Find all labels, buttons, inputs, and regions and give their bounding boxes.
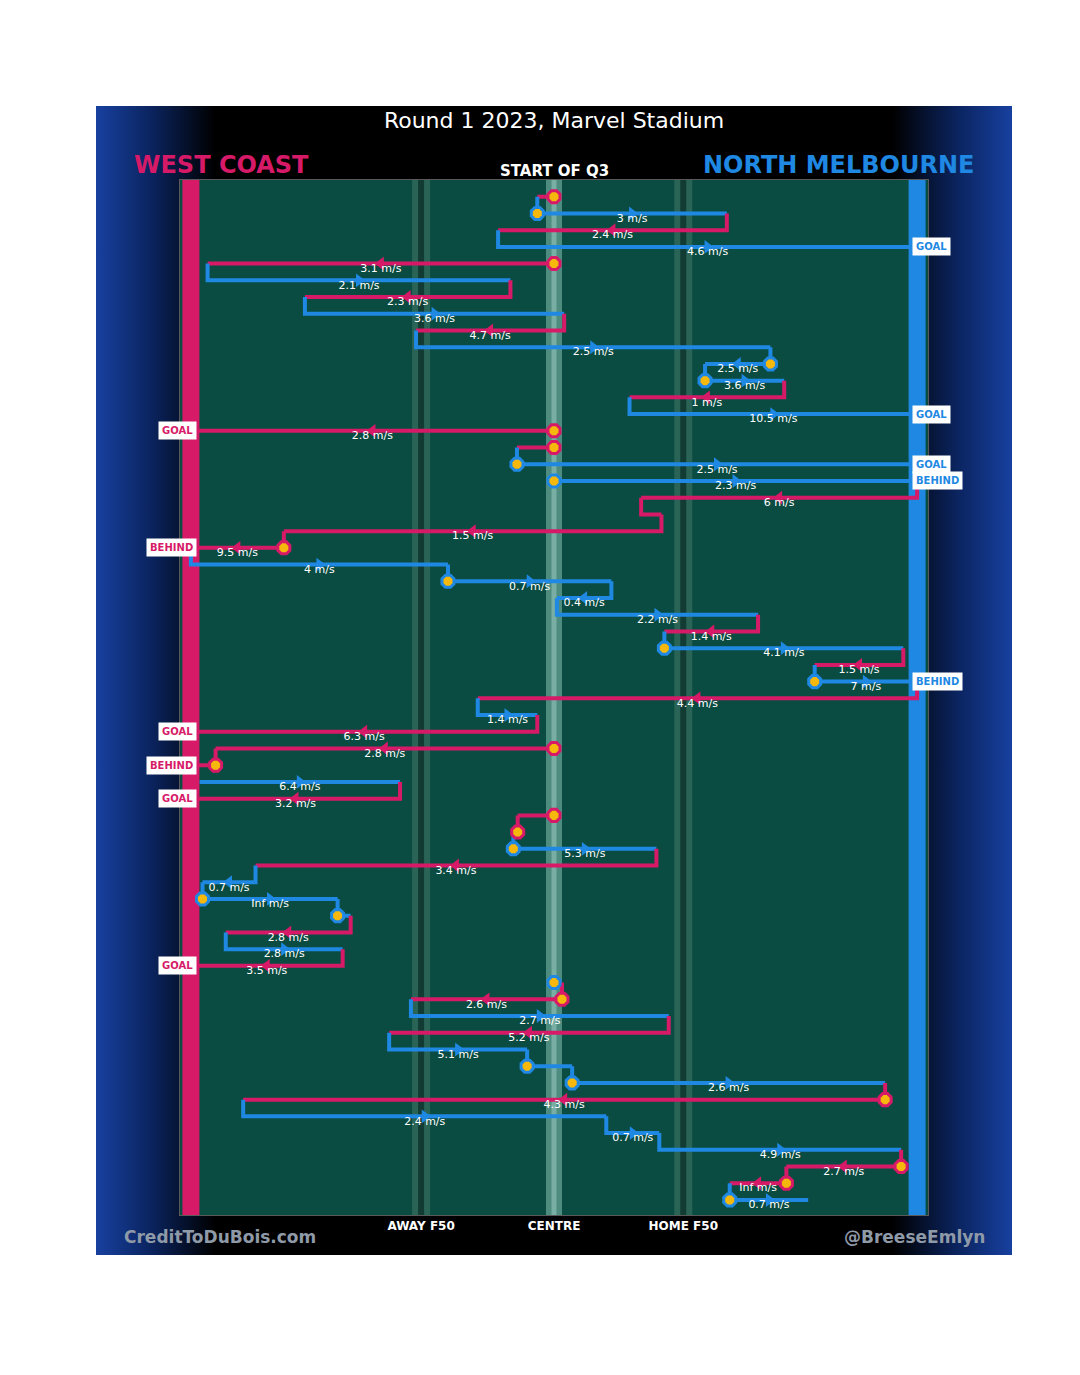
svg-text:2.6 m/s: 2.6 m/s bbox=[466, 998, 507, 1011]
svg-text:Round 1 2023, Marvel Stadium: Round 1 2023, Marvel Stadium bbox=[384, 108, 724, 133]
svg-text:2.4 m/s: 2.4 m/s bbox=[592, 228, 633, 241]
svg-text:4 m/s: 4 m/s bbox=[304, 563, 335, 576]
svg-text:4.6 m/s: 4.6 m/s bbox=[687, 245, 728, 258]
svg-text:6 m/s: 6 m/s bbox=[764, 496, 795, 509]
svg-text:3.6 m/s: 3.6 m/s bbox=[724, 379, 765, 392]
svg-text:2.3 m/s: 2.3 m/s bbox=[715, 479, 756, 492]
svg-text:1.4 m/s: 1.4 m/s bbox=[487, 713, 528, 726]
svg-text:AWAY F50: AWAY F50 bbox=[387, 1219, 454, 1233]
svg-text:CENTRE: CENTRE bbox=[528, 1219, 581, 1233]
svg-text:5.1 m/s: 5.1 m/s bbox=[438, 1048, 479, 1061]
svg-text:CreditToDuBois.com: CreditToDuBois.com bbox=[124, 1227, 316, 1247]
svg-text:2.5 m/s: 2.5 m/s bbox=[717, 362, 758, 375]
svg-text:2.7 m/s: 2.7 m/s bbox=[519, 1014, 560, 1027]
svg-text:Inf m/s: Inf m/s bbox=[739, 1181, 777, 1194]
svg-text:BEHIND: BEHIND bbox=[150, 760, 193, 771]
svg-text:0.7 m/s: 0.7 m/s bbox=[612, 1131, 653, 1144]
svg-text:2.5 m/s: 2.5 m/s bbox=[696, 463, 737, 476]
svg-text:5.3 m/s: 5.3 m/s bbox=[564, 847, 605, 860]
svg-text:0.7 m/s: 0.7 m/s bbox=[509, 580, 550, 593]
svg-text:1.4 m/s: 1.4 m/s bbox=[691, 630, 732, 643]
svg-text:GOAL: GOAL bbox=[162, 425, 193, 436]
svg-text:2.6 m/s: 2.6 m/s bbox=[708, 1081, 749, 1094]
svg-text:GOAL: GOAL bbox=[916, 409, 947, 420]
svg-text:4.9 m/s: 4.9 m/s bbox=[760, 1148, 801, 1161]
svg-text:0.7 m/s: 0.7 m/s bbox=[208, 881, 249, 894]
svg-text:@BreeseEmlyn: @BreeseEmlyn bbox=[844, 1227, 985, 1247]
svg-text:1.5 m/s: 1.5 m/s bbox=[452, 529, 493, 542]
svg-text:HOME F50: HOME F50 bbox=[649, 1219, 718, 1233]
svg-text:9.5 m/s: 9.5 m/s bbox=[217, 546, 258, 559]
svg-text:3.5 m/s: 3.5 m/s bbox=[246, 964, 287, 977]
svg-text:GOAL: GOAL bbox=[916, 241, 947, 252]
svg-text:WEST COAST: WEST COAST bbox=[134, 151, 309, 179]
svg-text:Inf m/s: Inf m/s bbox=[251, 897, 289, 910]
svg-text:3.4 m/s: 3.4 m/s bbox=[435, 864, 476, 877]
svg-text:5.2 m/s: 5.2 m/s bbox=[508, 1031, 549, 1044]
svg-text:GOAL: GOAL bbox=[162, 960, 193, 971]
svg-text:1.5 m/s: 1.5 m/s bbox=[838, 663, 879, 676]
svg-text:2.4 m/s: 2.4 m/s bbox=[404, 1115, 445, 1128]
svg-text:2.7 m/s: 2.7 m/s bbox=[823, 1165, 864, 1178]
svg-text:2.8 m/s: 2.8 m/s bbox=[264, 947, 305, 960]
svg-text:4.1 m/s: 4.1 m/s bbox=[763, 646, 804, 659]
svg-text:2.8 m/s: 2.8 m/s bbox=[268, 931, 309, 944]
svg-text:GOAL: GOAL bbox=[916, 459, 947, 470]
svg-text:NORTH MELBOURNE: NORTH MELBOURNE bbox=[703, 151, 974, 179]
svg-text:BEHIND: BEHIND bbox=[916, 676, 959, 687]
svg-text:2.8 m/s: 2.8 m/s bbox=[364, 747, 405, 760]
svg-text:0.4 m/s: 0.4 m/s bbox=[564, 596, 605, 609]
svg-text:3 m/s: 3 m/s bbox=[617, 212, 648, 225]
svg-text:3.2 m/s: 3.2 m/s bbox=[275, 797, 316, 810]
svg-text:2.2 m/s: 2.2 m/s bbox=[637, 613, 678, 626]
svg-text:START OF Q3: START OF Q3 bbox=[500, 162, 609, 180]
svg-text:2.3 m/s: 2.3 m/s bbox=[387, 295, 428, 308]
svg-text:3.1 m/s: 3.1 m/s bbox=[360, 262, 401, 275]
svg-text:1 m/s: 1 m/s bbox=[692, 396, 723, 409]
svg-text:4.3 m/s: 4.3 m/s bbox=[544, 1098, 585, 1111]
svg-text:GOAL: GOAL bbox=[162, 726, 193, 737]
svg-text:4.7 m/s: 4.7 m/s bbox=[470, 329, 511, 342]
svg-text:GOAL: GOAL bbox=[162, 793, 193, 804]
svg-text:2.1 m/s: 2.1 m/s bbox=[338, 279, 379, 292]
svg-text:BEHIND: BEHIND bbox=[916, 475, 959, 486]
svg-text:0.7 m/s: 0.7 m/s bbox=[748, 1198, 789, 1211]
svg-text:10.5 m/s: 10.5 m/s bbox=[749, 412, 797, 425]
svg-text:3.6 m/s: 3.6 m/s bbox=[414, 312, 455, 325]
svg-text:6.3 m/s: 6.3 m/s bbox=[344, 730, 385, 743]
svg-text:2.8 m/s: 2.8 m/s bbox=[352, 429, 393, 442]
svg-text:4.4 m/s: 4.4 m/s bbox=[677, 697, 718, 710]
svg-text:BEHIND: BEHIND bbox=[150, 542, 193, 553]
svg-text:6.4 m/s: 6.4 m/s bbox=[279, 780, 320, 793]
svg-text:2.5 m/s: 2.5 m/s bbox=[573, 345, 614, 358]
svg-text:7 m/s: 7 m/s bbox=[851, 680, 882, 693]
